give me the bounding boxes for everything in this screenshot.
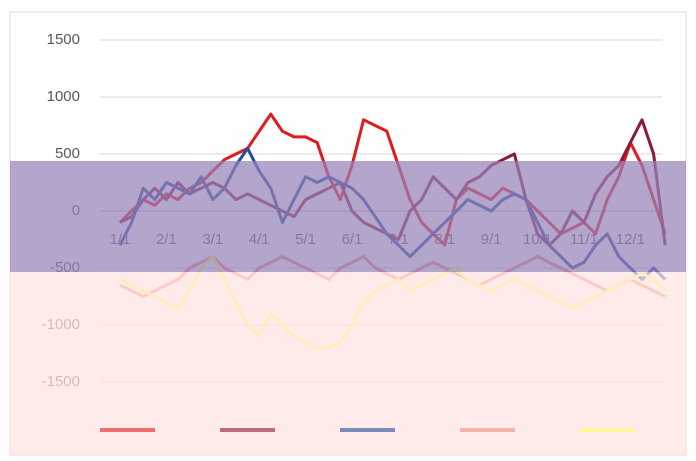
glitch-band [10,161,686,272]
y-tick-label: 1500 [47,31,80,48]
glitch-wash [10,272,686,455]
y-tick-label: 500 [55,145,80,162]
y-tick-label: 1000 [47,88,80,105]
